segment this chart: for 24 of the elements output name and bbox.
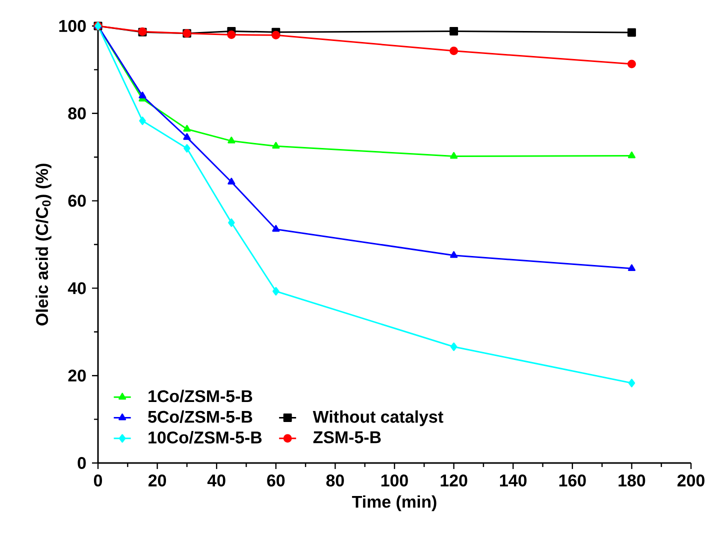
y-tick-label: 40 [68,282,86,294]
x-tick-label: 140 [500,474,527,487]
x-tick-label: 80 [326,474,344,487]
legend-label: 1Co/ZSM-5-B [148,390,252,402]
x-tick-label: 200 [677,474,704,487]
legend-label: 10Co/ZSM-5-B [148,431,262,444]
x-axis-title: Time (min) [352,495,436,512]
y-tick-label: 20 [68,370,86,382]
x-tick-label: 0 [94,474,102,487]
y-tick-label: 100 [59,20,86,32]
x-tick-label: 180 [618,474,646,487]
legend-label: Without catalyst [312,410,444,426]
x-tick-label: 120 [440,474,468,487]
legend-label: 5Co/ZSM-5-B [148,410,252,424]
x-tick-label: 100 [381,474,408,487]
y-axis-title: Oleic acid (C/C$_{0}$) (%) [36,164,52,326]
x-tick-label: 20 [148,474,166,487]
x-tick-label: 60 [267,474,285,487]
x-tick-label: 160 [559,474,586,487]
y-tick-label: 80 [68,107,86,120]
x-tick-label: 40 [207,474,226,487]
y-tick-label: 60 [68,194,86,207]
y-tick-label: 0 [78,457,86,469]
legend-label: ZSM-5-B [313,431,381,444]
